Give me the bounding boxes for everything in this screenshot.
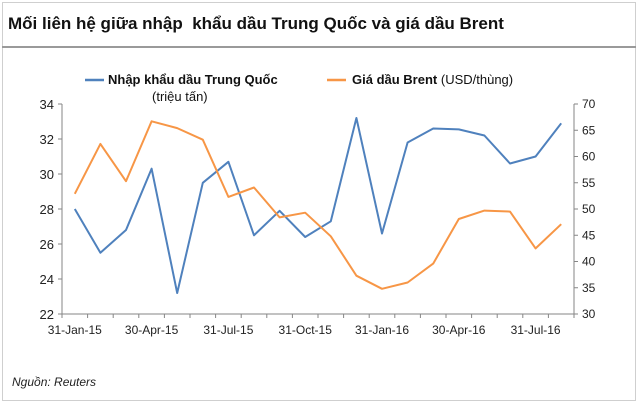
y-right-tick-label: 60 <box>582 150 596 164</box>
legend-label-brent-name: Giá dầu Brent <box>352 72 441 87</box>
series-layer <box>73 117 562 294</box>
y-left-tick-label: 30 <box>40 167 54 182</box>
source-note: Nguồn: Reuters <box>12 375 97 389</box>
x-tick-label: 30-Apr-15 <box>125 323 179 337</box>
y-left-tick-label: 28 <box>40 202 54 217</box>
y-left-tick-label: 32 <box>40 132 54 147</box>
x-tick-label: 31-Jan-15 <box>48 323 102 337</box>
y-right-tick-label: 70 <box>582 97 596 111</box>
legend-label-brent: Giá dầu Brent (USD/thùng) <box>352 72 513 87</box>
legend-label-imports: Nhập khẩu dầu Trung Quốc <box>108 72 278 87</box>
x-tick-label: 31-Oct-15 <box>279 323 333 337</box>
x-tick-label: 31-Jul-16 <box>511 323 561 337</box>
y-left-tick-label: 22 <box>40 307 54 322</box>
x-tick-label: 30-Apr-16 <box>432 323 486 337</box>
y-right-tick-label: 45 <box>582 228 596 242</box>
series-line-imports <box>73 117 562 294</box>
y-right-tick-label: 30 <box>582 307 596 321</box>
y-right-tick-label: 50 <box>582 202 596 216</box>
series-line-brent <box>73 120 562 290</box>
legend-unit-imports: (triệu tấn) <box>152 89 208 104</box>
y-left-tick-label: 26 <box>40 237 54 252</box>
chart-title: Mối liên hệ giữa nhập khẩu dầu Trung Quố… <box>8 14 504 33</box>
y-right-tick-label: 55 <box>582 176 596 190</box>
y-left-tick-label: 34 <box>40 97 54 112</box>
legend: Nhập khẩu dầu Trung Quốc (triệu tấn) Giá… <box>85 72 513 104</box>
y-left-tick-label: 24 <box>40 272 54 287</box>
y-right-tick-label: 35 <box>582 281 596 295</box>
y-right-tick-label: 40 <box>582 255 596 269</box>
x-tick-label: 31-Jul-15 <box>203 323 253 337</box>
x-tick-label: 31-Jan-16 <box>355 323 409 337</box>
chart-frame <box>2 2 636 401</box>
legend-label-brent-unit: (USD/thùng) <box>441 72 513 87</box>
title-divider <box>2 46 636 48</box>
y-right-tick-label: 65 <box>582 123 596 137</box>
axes: 22 24 26 28 30 32 34 30 35 40 45 50 55 60 65 70 31-Jan-1… <box>40 97 596 337</box>
